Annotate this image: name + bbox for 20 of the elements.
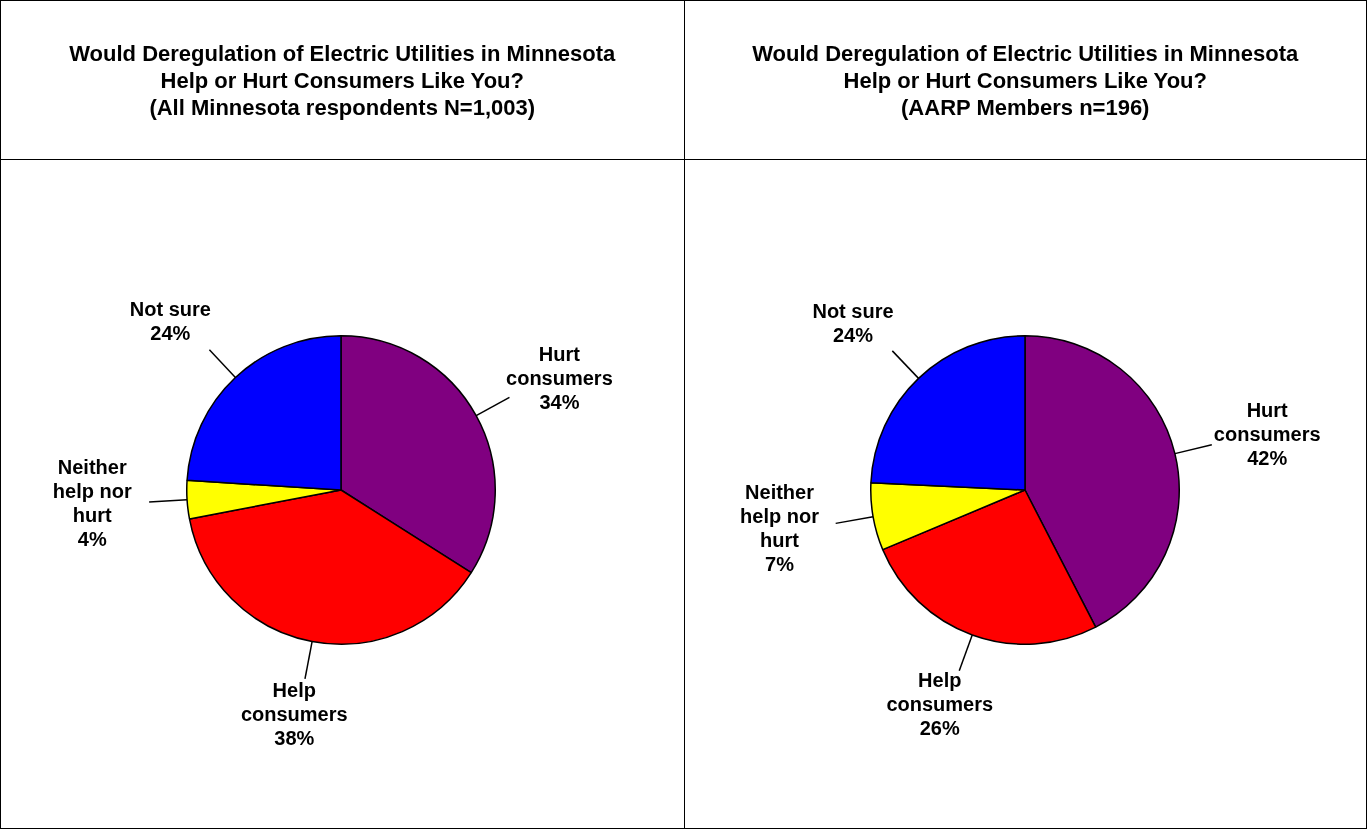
slice-label: Not sure — [129, 298, 211, 321]
chart-title: Would Deregulation of Electric Utilities in Minnesota Help or Hurt Consumers Like You? — [68, 39, 617, 94]
slice-label: Not sure — [811, 299, 894, 322]
data-label: 4% — [77, 527, 107, 550]
slice-label: Hurt consumers — [1213, 399, 1321, 446]
chart-subtitle: (AARP Members n=196) — [901, 93, 1150, 121]
data-label: 42% — [1246, 447, 1287, 470]
slice-label: Hurt consumers — [506, 343, 613, 390]
data-label: 7% — [764, 553, 794, 576]
chart-title: Would Deregulation of Electric Utilities in Minnesota Help or Hurt Consumers Like You? — [751, 39, 1300, 94]
data-label: 34% — [539, 391, 580, 414]
slice-label: Neither help nor hurt — [52, 455, 132, 526]
slice-label: Help consumers — [240, 678, 348, 725]
chart-subtitle: (All Minnesota respondents N=1,003) — [149, 93, 536, 121]
slice-label: Neither help nor hurt — [739, 481, 819, 552]
data-label: 26% — [919, 716, 960, 739]
data-label: 24% — [832, 323, 873, 346]
data-label: 24% — [150, 322, 191, 345]
slice-label: Help consumers — [885, 668, 993, 715]
data-label: 38% — [274, 726, 315, 749]
